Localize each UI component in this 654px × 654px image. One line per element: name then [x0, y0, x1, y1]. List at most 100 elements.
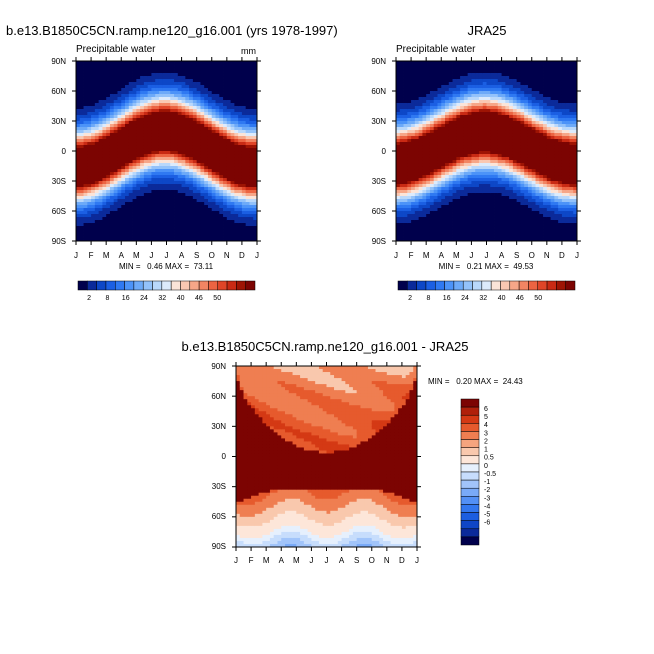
contour-cell — [132, 154, 137, 158]
contour-cell — [102, 211, 107, 215]
contour-cell — [456, 115, 461, 119]
contour-cell — [452, 157, 457, 161]
contour-cell — [155, 121, 160, 125]
contour-cell — [241, 139, 247, 143]
contour-cell — [87, 223, 92, 227]
contour-cell — [433, 136, 438, 140]
contour-cell — [411, 229, 416, 233]
contour-cell — [132, 169, 137, 173]
contour-cell — [207, 226, 213, 230]
contour-cell — [241, 217, 247, 221]
contour-cell — [204, 181, 209, 185]
contour-cell — [192, 223, 198, 227]
contour-cell — [83, 124, 88, 128]
contour-cell — [189, 70, 194, 74]
contour-cell — [497, 61, 502, 65]
contour-cell — [185, 64, 190, 68]
contour-cell — [76, 109, 81, 113]
contour-cell — [234, 109, 239, 113]
contour-cell — [91, 130, 96, 134]
contour-cell — [429, 115, 435, 119]
contour-cell — [166, 184, 171, 188]
contour-cell — [117, 103, 122, 107]
contour-cell — [497, 214, 502, 218]
contour-cell — [253, 145, 258, 149]
contour-cell — [181, 178, 186, 182]
contour-cell — [441, 217, 446, 221]
contour-cell — [475, 70, 480, 74]
panel-jra25-contour-plot — [396, 61, 578, 242]
contour-cell — [411, 124, 416, 128]
contour-cell — [76, 106, 81, 110]
contour-cell — [170, 220, 175, 224]
contour-cell — [200, 130, 205, 134]
contour-cell — [422, 70, 427, 74]
contour-cell — [253, 121, 258, 125]
contour-cell — [76, 130, 81, 134]
contour-cell — [128, 232, 133, 236]
contour-cell — [204, 238, 209, 242]
contour-cell — [497, 106, 502, 110]
contour-cell — [166, 217, 171, 221]
contour-cell — [87, 220, 92, 224]
contour-cell — [475, 202, 480, 206]
contour-cell — [136, 136, 141, 140]
contour-cell — [494, 127, 499, 131]
contour-cell — [94, 157, 100, 161]
contour-cell — [403, 202, 408, 206]
contour-cell — [166, 223, 171, 227]
contour-cell — [441, 145, 446, 149]
contour-cell — [411, 178, 416, 182]
contour-cell — [478, 229, 484, 233]
contour-cell — [185, 160, 190, 164]
contour-cell — [441, 172, 446, 176]
contour-cell — [98, 109, 103, 113]
contour-cell — [471, 214, 476, 218]
contour-cell — [238, 94, 243, 98]
contour-cell — [147, 70, 152, 74]
contour-cell — [516, 220, 521, 224]
contour-cell — [241, 73, 247, 77]
contour-cell — [113, 208, 118, 212]
contour-cell — [158, 175, 164, 179]
contour-cell — [162, 196, 167, 200]
contour-cell — [106, 238, 111, 242]
contour-cell — [407, 223, 412, 227]
contour-cell — [87, 70, 92, 74]
contour-cell — [162, 106, 167, 110]
contour-cell — [494, 199, 499, 203]
contour-cell — [418, 73, 423, 77]
contour-cell — [223, 142, 228, 146]
contour-cell — [185, 193, 190, 197]
contour-cell — [509, 175, 514, 179]
contour-cell — [433, 82, 438, 86]
contour-cell — [192, 88, 198, 92]
contour-cell — [426, 88, 431, 92]
contour-cell — [83, 211, 88, 215]
contour-cell — [245, 127, 250, 131]
contour-cell — [87, 130, 92, 134]
contour-cell — [399, 64, 404, 68]
contour-cell — [456, 139, 461, 143]
contour-cell — [245, 136, 250, 140]
contour-cell — [249, 238, 254, 242]
contour-cell — [177, 181, 182, 185]
contour-cell — [132, 106, 137, 110]
contour-cell — [494, 118, 499, 122]
contour-cell — [478, 118, 484, 122]
contour-cell — [177, 184, 182, 188]
contour-cell — [407, 205, 412, 209]
contour-cell — [189, 82, 194, 86]
contour-cell — [207, 124, 213, 128]
contour-cell — [215, 214, 220, 218]
contour-cell — [238, 163, 243, 167]
contour-cell — [174, 166, 179, 170]
contour-cell — [151, 130, 156, 134]
contour-cell — [403, 73, 408, 77]
contour-cell — [181, 232, 186, 236]
contour-cell — [207, 133, 213, 137]
contour-cell — [215, 205, 220, 209]
contour-cell — [83, 199, 88, 203]
contour-cell — [223, 136, 228, 140]
contour-cell — [467, 187, 472, 191]
